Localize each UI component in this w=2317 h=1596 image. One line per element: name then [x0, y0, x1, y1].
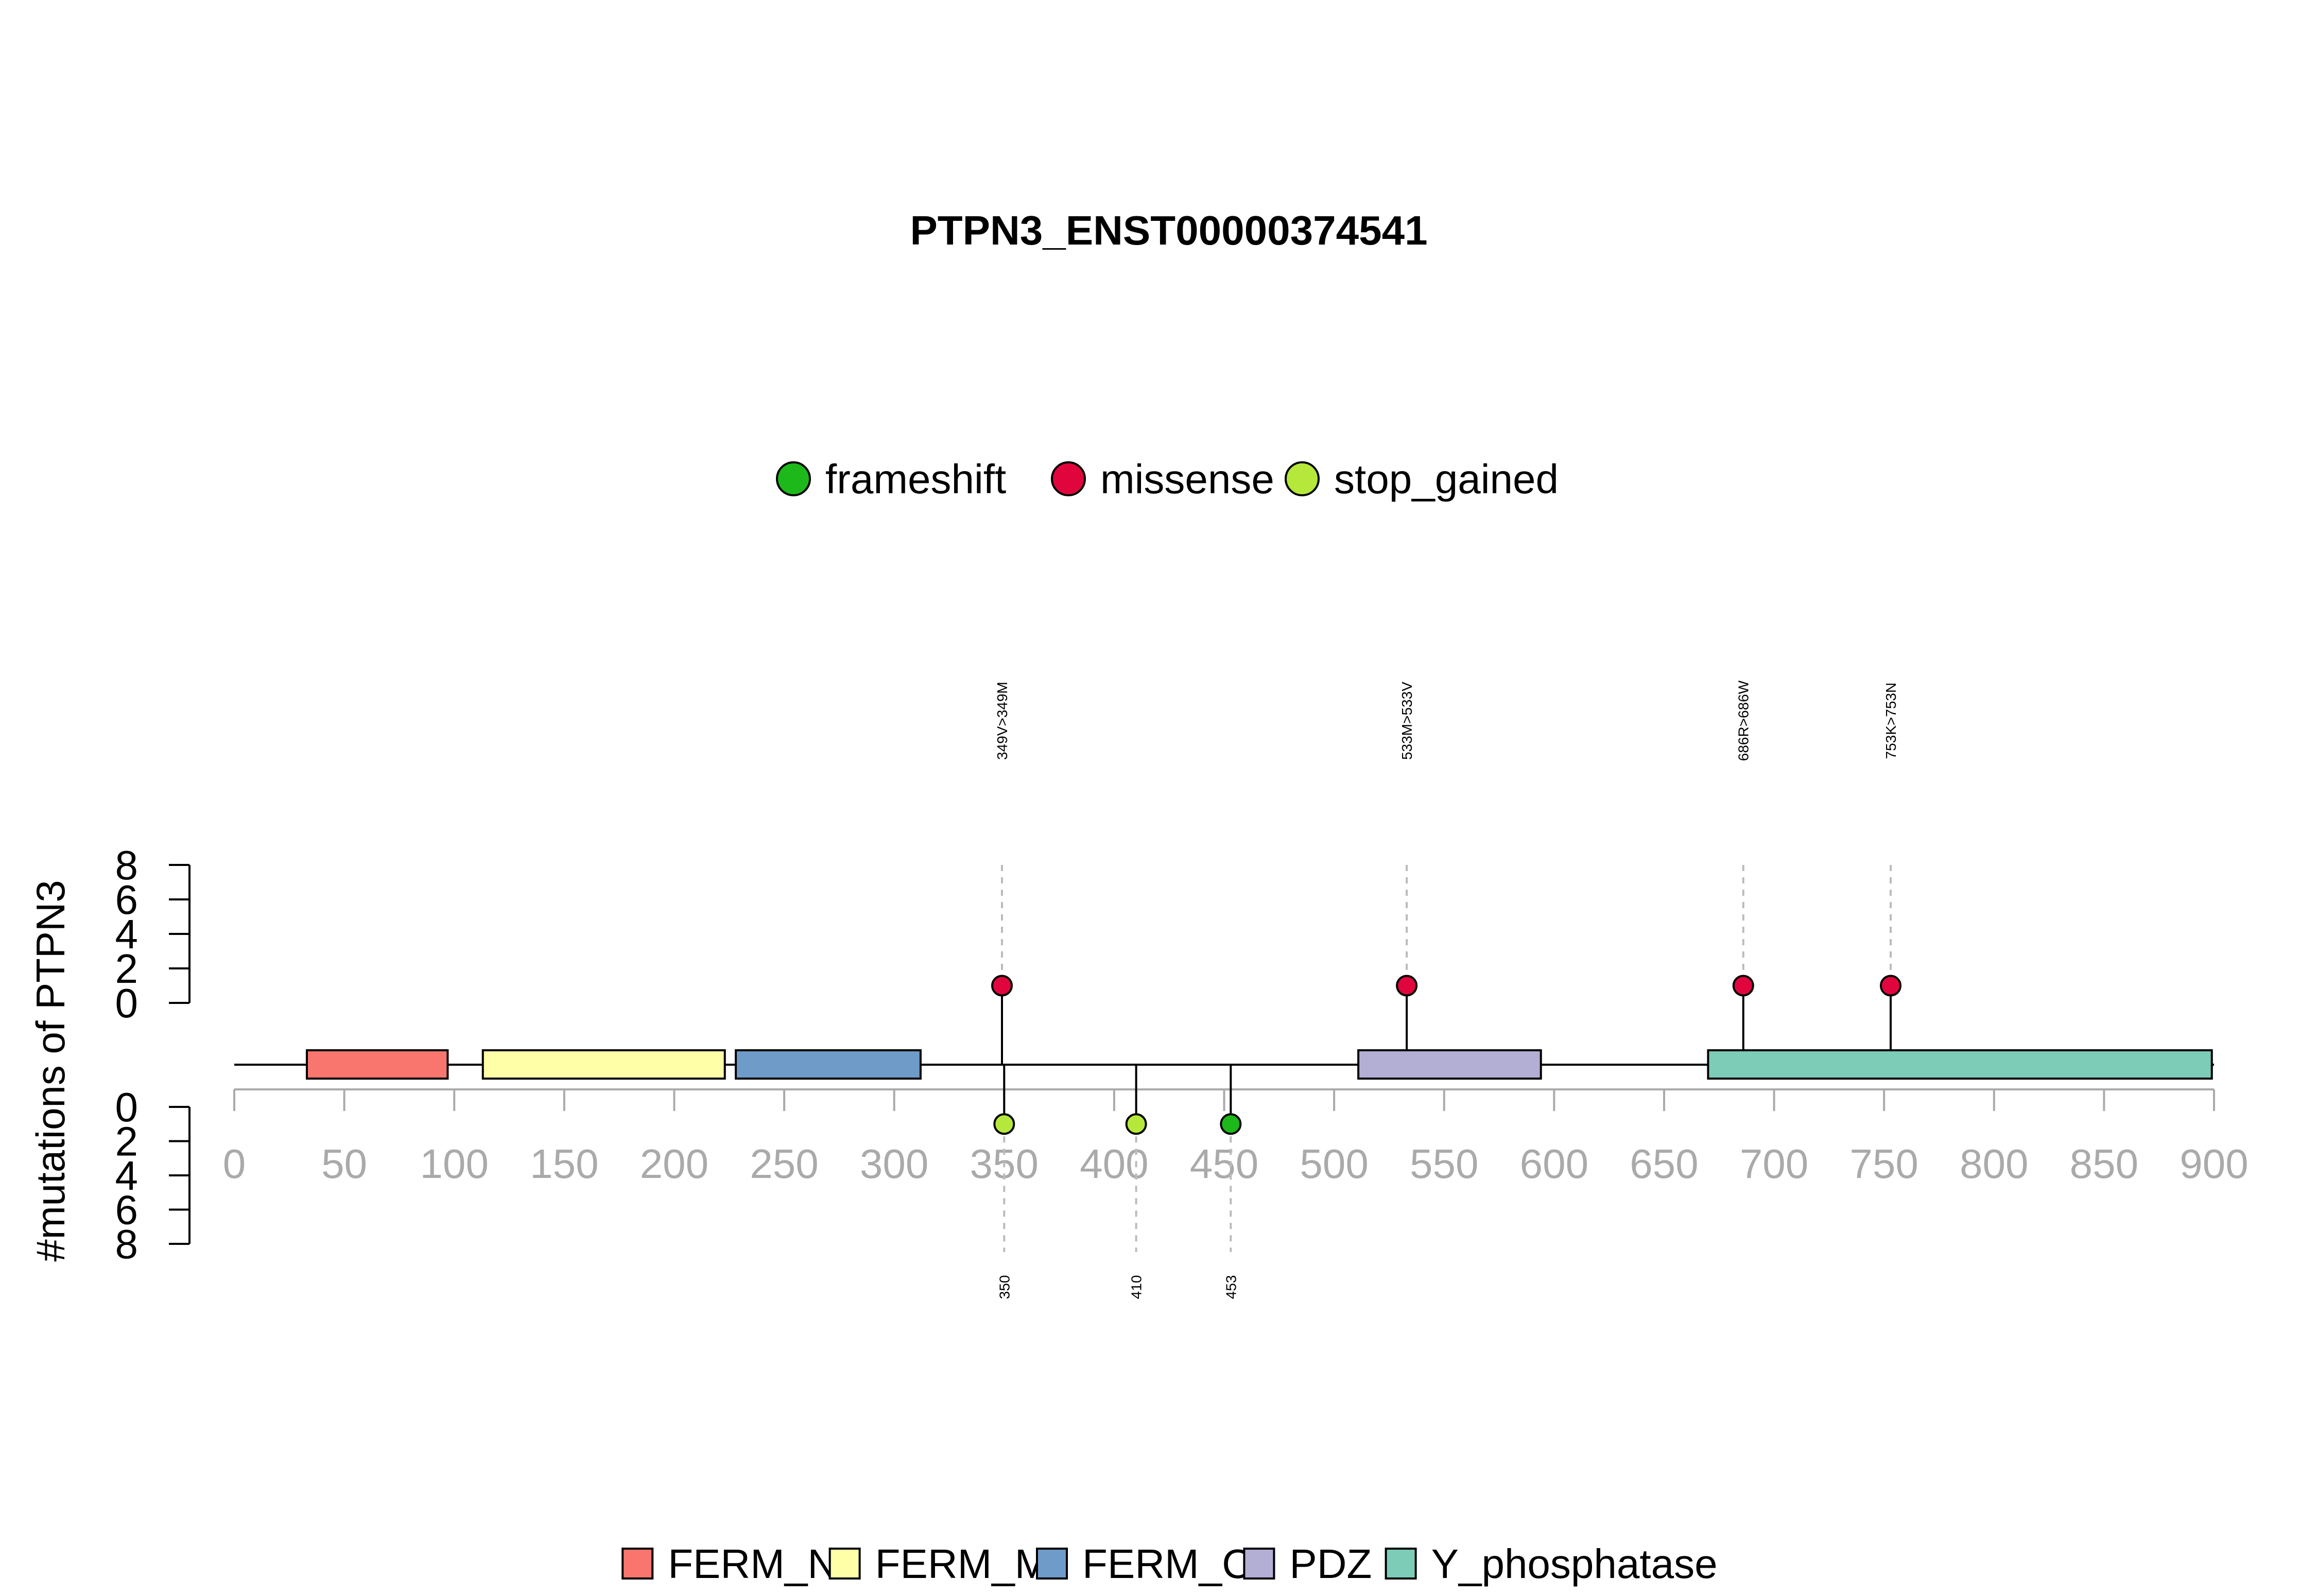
domain-legend-label-Y_phosphatase: Y_phosphatase: [1431, 1541, 1718, 1587]
bottom-mutation-point: [993, 1113, 1015, 1135]
top-mutation-label: 753K>753N: [1883, 683, 1899, 759]
y-bottom-tick-label: 6: [115, 1187, 139, 1233]
y-top-tick-label: 6: [115, 877, 139, 923]
x-tick-label: 850: [2070, 1141, 2138, 1187]
domain-layer: [305, 1049, 2213, 1080]
top-mutation-point: [1879, 975, 1901, 997]
domain-Y_phosphatase: [1707, 1049, 2213, 1080]
top-mutation-point: [1732, 975, 1754, 997]
bottom-mutation-label: 350: [996, 1275, 1012, 1299]
legend-label-frameshift: frameshift: [825, 456, 1006, 502]
x-tick-label: 100: [420, 1141, 488, 1187]
y-axis-label: #mutations of PTPN3: [28, 880, 73, 1261]
x-axis: 0 50 100 150 200 250 300 350 400 450 500 550 600 650 7…: [223, 1088, 2249, 1187]
chart-title: PTPN3_ENST00000374541: [910, 207, 1427, 253]
bottom-mutation-point: [1125, 1113, 1147, 1135]
bottom-mutation-label: 453: [1223, 1275, 1239, 1299]
domain-legend-label-FERM_C: FERM_C: [1082, 1541, 1252, 1587]
domain-legend-label-FERM_M: FERM_M: [875, 1541, 1049, 1587]
domain-legend-label-PDZ: PDZ: [1289, 1541, 1372, 1587]
y-top-tick-label: 4: [115, 911, 139, 957]
legend-label-stop_gained: stop_gained: [1334, 456, 1559, 502]
domain-legend-swatch-Y_phosphatase: [1385, 1548, 1417, 1580]
top-mutation-label: 533M>533V: [1399, 682, 1415, 760]
bottom-mutation-label: 410: [1129, 1275, 1145, 1299]
x-tick-label: 250: [750, 1141, 818, 1187]
x-tick-label: 800: [1960, 1141, 2028, 1187]
x-tick-label: 500: [1300, 1141, 1368, 1187]
y-bottom-tick-label: 2: [115, 1119, 139, 1165]
legend-label-missense: missense: [1100, 456, 1274, 502]
bottom-mutation-point: [1220, 1113, 1242, 1135]
domain-legend-swatch-FERM_N: [621, 1548, 654, 1580]
x-tick-label: 0: [223, 1141, 246, 1187]
x-tick-label: 700: [1740, 1141, 1808, 1187]
domain-legend-swatch-FERM_C: [1036, 1548, 1068, 1580]
x-tick-label: 600: [1520, 1141, 1588, 1187]
x-tick-label: 400: [1080, 1141, 1148, 1187]
lollipop-layer: 349V>349M 533M>533V 686R>686W 753K>753N 350 4…: [991, 680, 1901, 1299]
x-tick-label: 550: [1410, 1141, 1478, 1187]
domain-FERM_C: [735, 1049, 922, 1080]
x-tick-label: 900: [2180, 1141, 2248, 1187]
y-top-tick-label: 2: [115, 946, 139, 992]
domain-PDZ: [1357, 1049, 1542, 1080]
y-bottom-tick-label: 4: [115, 1153, 139, 1199]
x-tick-label: 450: [1190, 1141, 1258, 1187]
domain-legend-swatch-FERM_M: [828, 1548, 861, 1580]
x-tick-label: 300: [860, 1141, 928, 1187]
mutation-legend: frameshift missense stop_gained: [776, 456, 1559, 502]
legend-marker-missense: [1051, 461, 1086, 496]
x-tick-label: 200: [640, 1141, 708, 1187]
top-mutation-point: [991, 975, 1013, 997]
x-tick-label: 750: [1849, 1141, 1918, 1187]
x-tick-label: 150: [530, 1141, 598, 1187]
legend-marker-frameshift: [776, 461, 811, 496]
domain-FERM_M: [481, 1049, 726, 1080]
top-mutation-label: 686R>686W: [1736, 680, 1752, 761]
domain-legend: FERM_N FERM_M FERM_C PDZ Y_phosphatase: [621, 1541, 1718, 1587]
top-mutation-label: 349V>349M: [994, 682, 1010, 760]
legend-marker-stop_gained: [1285, 461, 1320, 496]
domain-FERM_N: [305, 1049, 449, 1080]
y-top-tick-label: 8: [115, 842, 139, 888]
y-bottom-tick-label: 8: [115, 1221, 139, 1267]
y-bottom-tick-label: 0: [115, 1084, 139, 1130]
domain-legend-label-FERM_N: FERM_N: [668, 1541, 837, 1587]
y-top-tick-label: 0: [115, 980, 139, 1026]
domain-legend-swatch-PDZ: [1243, 1548, 1275, 1580]
x-tick-label: 50: [321, 1141, 367, 1187]
top-mutation-point: [1396, 975, 1418, 997]
x-tick-label: 650: [1630, 1141, 1698, 1187]
